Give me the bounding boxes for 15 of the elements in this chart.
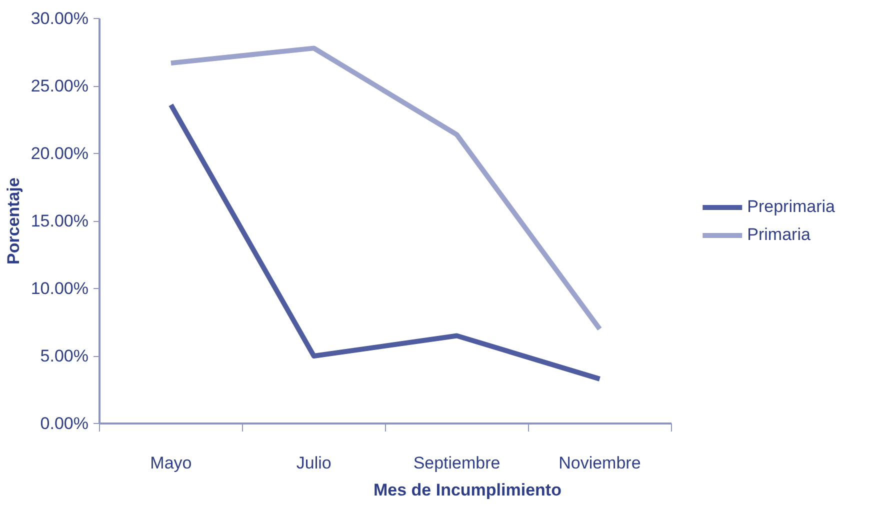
y-tick-label: 5.00%: [40, 346, 88, 366]
y-tick-label: 10.00%: [30, 279, 89, 298]
y-tick-label: 20.00%: [30, 144, 89, 163]
legend-label: Preprimaria: [747, 196, 835, 216]
y-tick-label: 25.00%: [30, 76, 89, 96]
x-tick-label: Julio: [296, 454, 332, 472]
legend-label: Primaria: [747, 224, 810, 244]
y-tick-label: 30.00%: [30, 9, 89, 28]
y-tick-label: 0.00%: [40, 414, 88, 433]
x-axis-title: Mes de Incumplimiento: [374, 480, 562, 500]
y-axis-title: Porcentaje: [4, 178, 23, 264]
x-tick-label: Mayo: [150, 454, 192, 472]
x-tick-label: Noviembre: [558, 454, 641, 472]
y-tick-label: 15.00%: [30, 212, 89, 230]
x-tick-label: Septiembre: [413, 454, 500, 472]
